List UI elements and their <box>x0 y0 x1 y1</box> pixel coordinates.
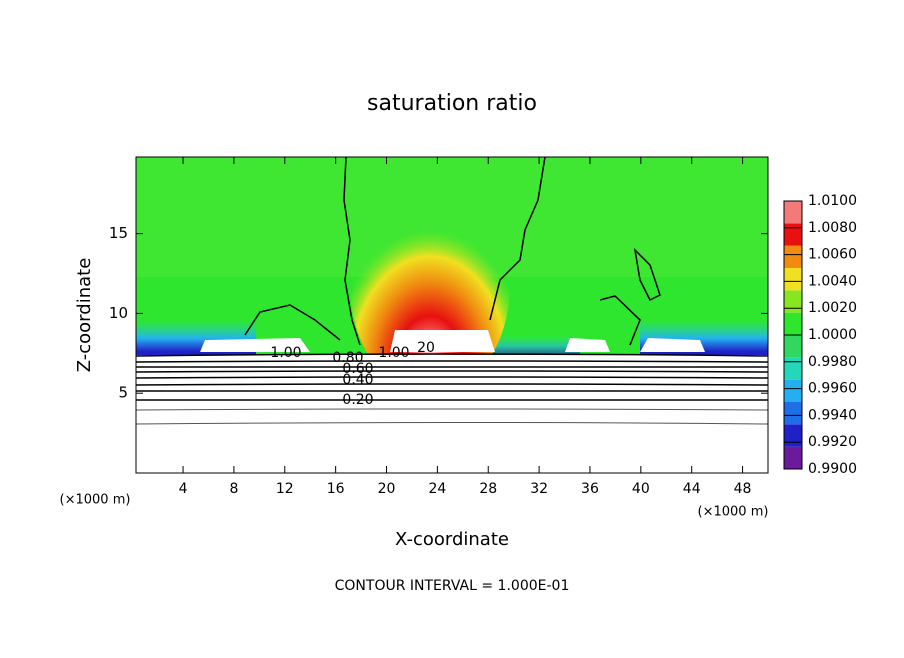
x-tick-label: 40 <box>632 481 650 497</box>
colorbar-tick-label: 1.0000 <box>808 327 857 343</box>
colorbar-swatch <box>784 379 802 402</box>
contour-label: 1.00 <box>378 345 409 361</box>
colorbar-tick-label: 1.0020 <box>808 300 857 316</box>
y-tick-label: 5 <box>118 384 128 402</box>
contour-label: 1.00 <box>270 345 301 361</box>
y-axis-label: Z-coordinate <box>74 258 95 373</box>
x-tick-label: 48 <box>734 481 752 497</box>
colorbar-swatch <box>784 402 802 425</box>
plot-frame <box>135 156 769 474</box>
colorbar-tick-label: 1.0100 <box>808 193 857 209</box>
x-tick-label: 12 <box>276 481 294 497</box>
y-tick-label: 15 <box>109 224 128 242</box>
colorbar-swatch <box>784 357 802 380</box>
x-unit: (×1000 m) <box>698 505 769 520</box>
colorbar-swatch <box>784 290 802 313</box>
y-unit: (×1000 m) <box>60 493 131 508</box>
colorbar-swatch <box>784 312 802 335</box>
colorbar-swatch <box>784 446 802 469</box>
contour-label: 0.80 <box>332 350 363 366</box>
x-tick-label: 28 <box>479 481 497 497</box>
field <box>136 157 768 473</box>
colorbar-tick-label: 0.9960 <box>808 381 857 397</box>
colorbar-swatch <box>784 223 802 246</box>
contour-lines <box>136 157 768 401</box>
colorbar-swatch <box>784 245 802 268</box>
cloud-top <box>200 330 705 352</box>
x-tick-label: 32 <box>530 481 548 497</box>
x-tick-label: 36 <box>581 481 599 497</box>
footnote: CONTOUR INTERVAL = 1.000E-01 <box>335 578 570 594</box>
contour-label: 0.60 <box>342 361 373 377</box>
colorbar-tick-label: 0.9940 <box>808 407 857 423</box>
contour-lines-thin <box>136 408 768 425</box>
x-tick-label: 4 <box>179 481 188 497</box>
colorbar-tick-label: 0.9900 <box>808 461 857 477</box>
colorbar-swatch <box>784 201 802 224</box>
field-undersaturated <box>136 355 768 473</box>
colorbar-swatch <box>784 335 802 358</box>
x-tick-label: 24 <box>428 481 446 497</box>
colorbar-tick-label: 1.0060 <box>808 247 857 263</box>
colorbar-tick-label: 1.0040 <box>808 273 857 289</box>
colorbar-swatch <box>784 424 802 447</box>
field-low <box>480 335 580 357</box>
x-tick-label: 8 <box>229 481 238 497</box>
y-tick-label: 10 <box>109 304 128 322</box>
x-tick-label: 16 <box>327 481 345 497</box>
colorbar-swatch <box>784 268 802 291</box>
contour-label: 0.20 <box>342 392 373 408</box>
x-tick-label: 20 <box>378 481 396 497</box>
x-axis-label: X-coordinate <box>395 529 509 550</box>
contour-label: 20 <box>417 340 435 356</box>
colorbar-tick-label: 1.0080 <box>808 220 857 236</box>
colorbar-tick-label: 0.9920 <box>808 434 857 450</box>
contour-label: 0.40 <box>342 372 373 388</box>
x-tick-label: 44 <box>683 481 701 497</box>
chart-title: saturation ratio <box>367 91 537 116</box>
colorbar-tick-label: 0.9980 <box>808 354 857 370</box>
